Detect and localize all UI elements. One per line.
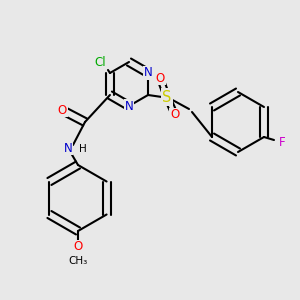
- Text: N: N: [64, 142, 72, 154]
- Text: N: N: [124, 100, 134, 112]
- Text: O: O: [74, 241, 82, 254]
- Text: CH₃: CH₃: [68, 256, 88, 266]
- Text: F: F: [279, 136, 285, 148]
- Text: O: O: [155, 71, 165, 85]
- Text: S: S: [162, 89, 172, 104]
- Text: O: O: [57, 103, 67, 116]
- Text: O: O: [170, 109, 180, 122]
- Text: Cl: Cl: [94, 56, 106, 70]
- Text: N: N: [144, 67, 152, 80]
- Text: H: H: [79, 144, 87, 154]
